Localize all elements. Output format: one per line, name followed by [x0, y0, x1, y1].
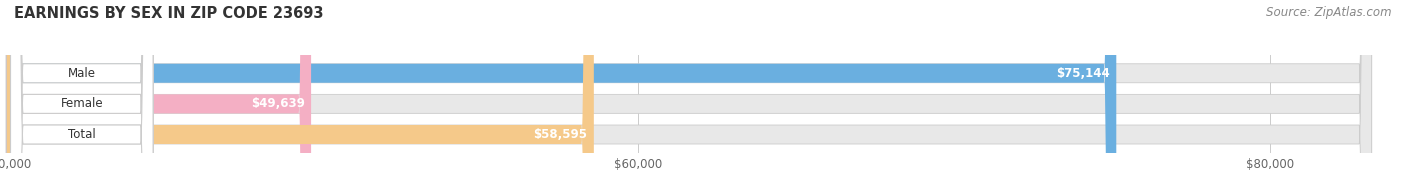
FancyBboxPatch shape	[6, 0, 1372, 196]
Text: Male: Male	[67, 67, 96, 80]
FancyBboxPatch shape	[7, 0, 593, 196]
FancyBboxPatch shape	[10, 0, 153, 196]
FancyBboxPatch shape	[10, 0, 153, 196]
FancyBboxPatch shape	[6, 0, 1372, 196]
Text: Total: Total	[67, 128, 96, 141]
FancyBboxPatch shape	[10, 0, 153, 196]
Text: $49,639: $49,639	[252, 97, 305, 110]
FancyBboxPatch shape	[7, 0, 1116, 196]
Text: Source: ZipAtlas.com: Source: ZipAtlas.com	[1267, 6, 1392, 19]
Text: EARNINGS BY SEX IN ZIP CODE 23693: EARNINGS BY SEX IN ZIP CODE 23693	[14, 6, 323, 21]
FancyBboxPatch shape	[7, 0, 311, 196]
FancyBboxPatch shape	[6, 0, 1372, 196]
Text: $75,144: $75,144	[1056, 67, 1111, 80]
Text: Female: Female	[60, 97, 103, 110]
Text: $58,595: $58,595	[534, 128, 588, 141]
